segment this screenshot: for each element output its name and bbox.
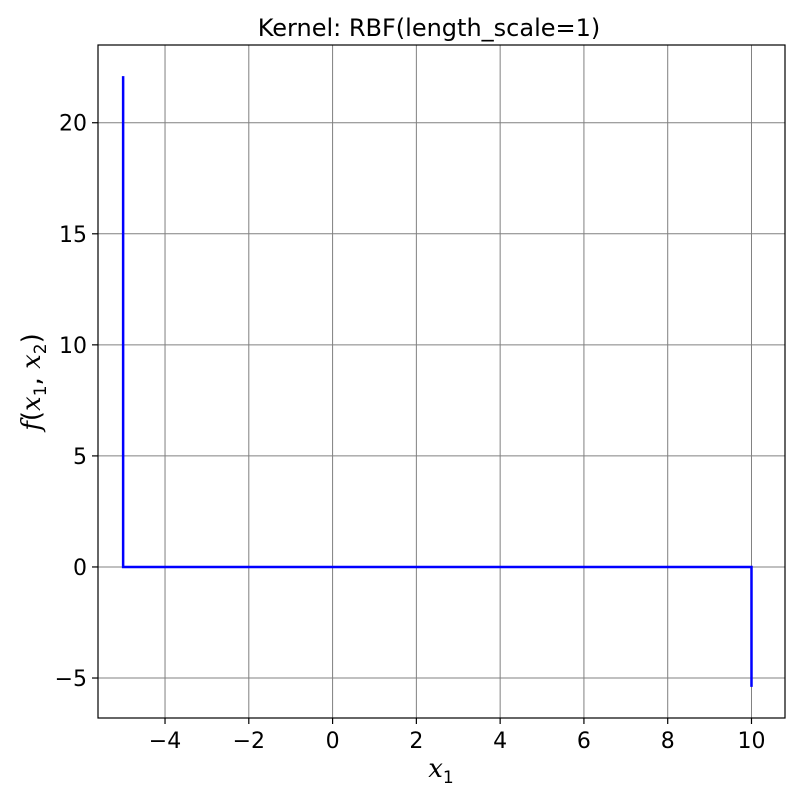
x-tick-label: 6 — [577, 729, 591, 754]
x-tick-label: −2 — [233, 729, 265, 754]
y-axis-label: f(x1, x2) — [17, 333, 51, 432]
y-tick-label: 15 — [59, 223, 87, 248]
plot-frame — [97, 44, 786, 719]
y-tick-label: 20 — [59, 112, 87, 137]
y-tick-label: 0 — [73, 556, 87, 581]
series-line — [121, 76, 753, 687]
x-tick-label: 4 — [493, 729, 507, 754]
x-tick-label: 0 — [326, 729, 340, 754]
y-tick-label: −5 — [55, 667, 87, 692]
tick-marks — [92, 122, 753, 724]
grid-lines — [98, 45, 785, 718]
x-tick-label: 2 — [409, 729, 423, 754]
series-layer — [121, 76, 753, 687]
y-tick-label: 10 — [59, 334, 87, 359]
x-tick-label: 10 — [737, 729, 765, 754]
y-tick-label: 5 — [73, 445, 87, 470]
x-tick-label: 8 — [661, 729, 675, 754]
y-tick-labels: −5 0 5 10 15 20 — [55, 112, 87, 692]
x-tick-label: −4 — [149, 729, 181, 754]
x-tick-labels: −4 −2 0 2 4 6 8 10 — [149, 729, 766, 754]
chart-title: Kernel: RBF(length_scale=1) — [258, 14, 601, 42]
x-axis-label: x1 — [428, 754, 454, 788]
